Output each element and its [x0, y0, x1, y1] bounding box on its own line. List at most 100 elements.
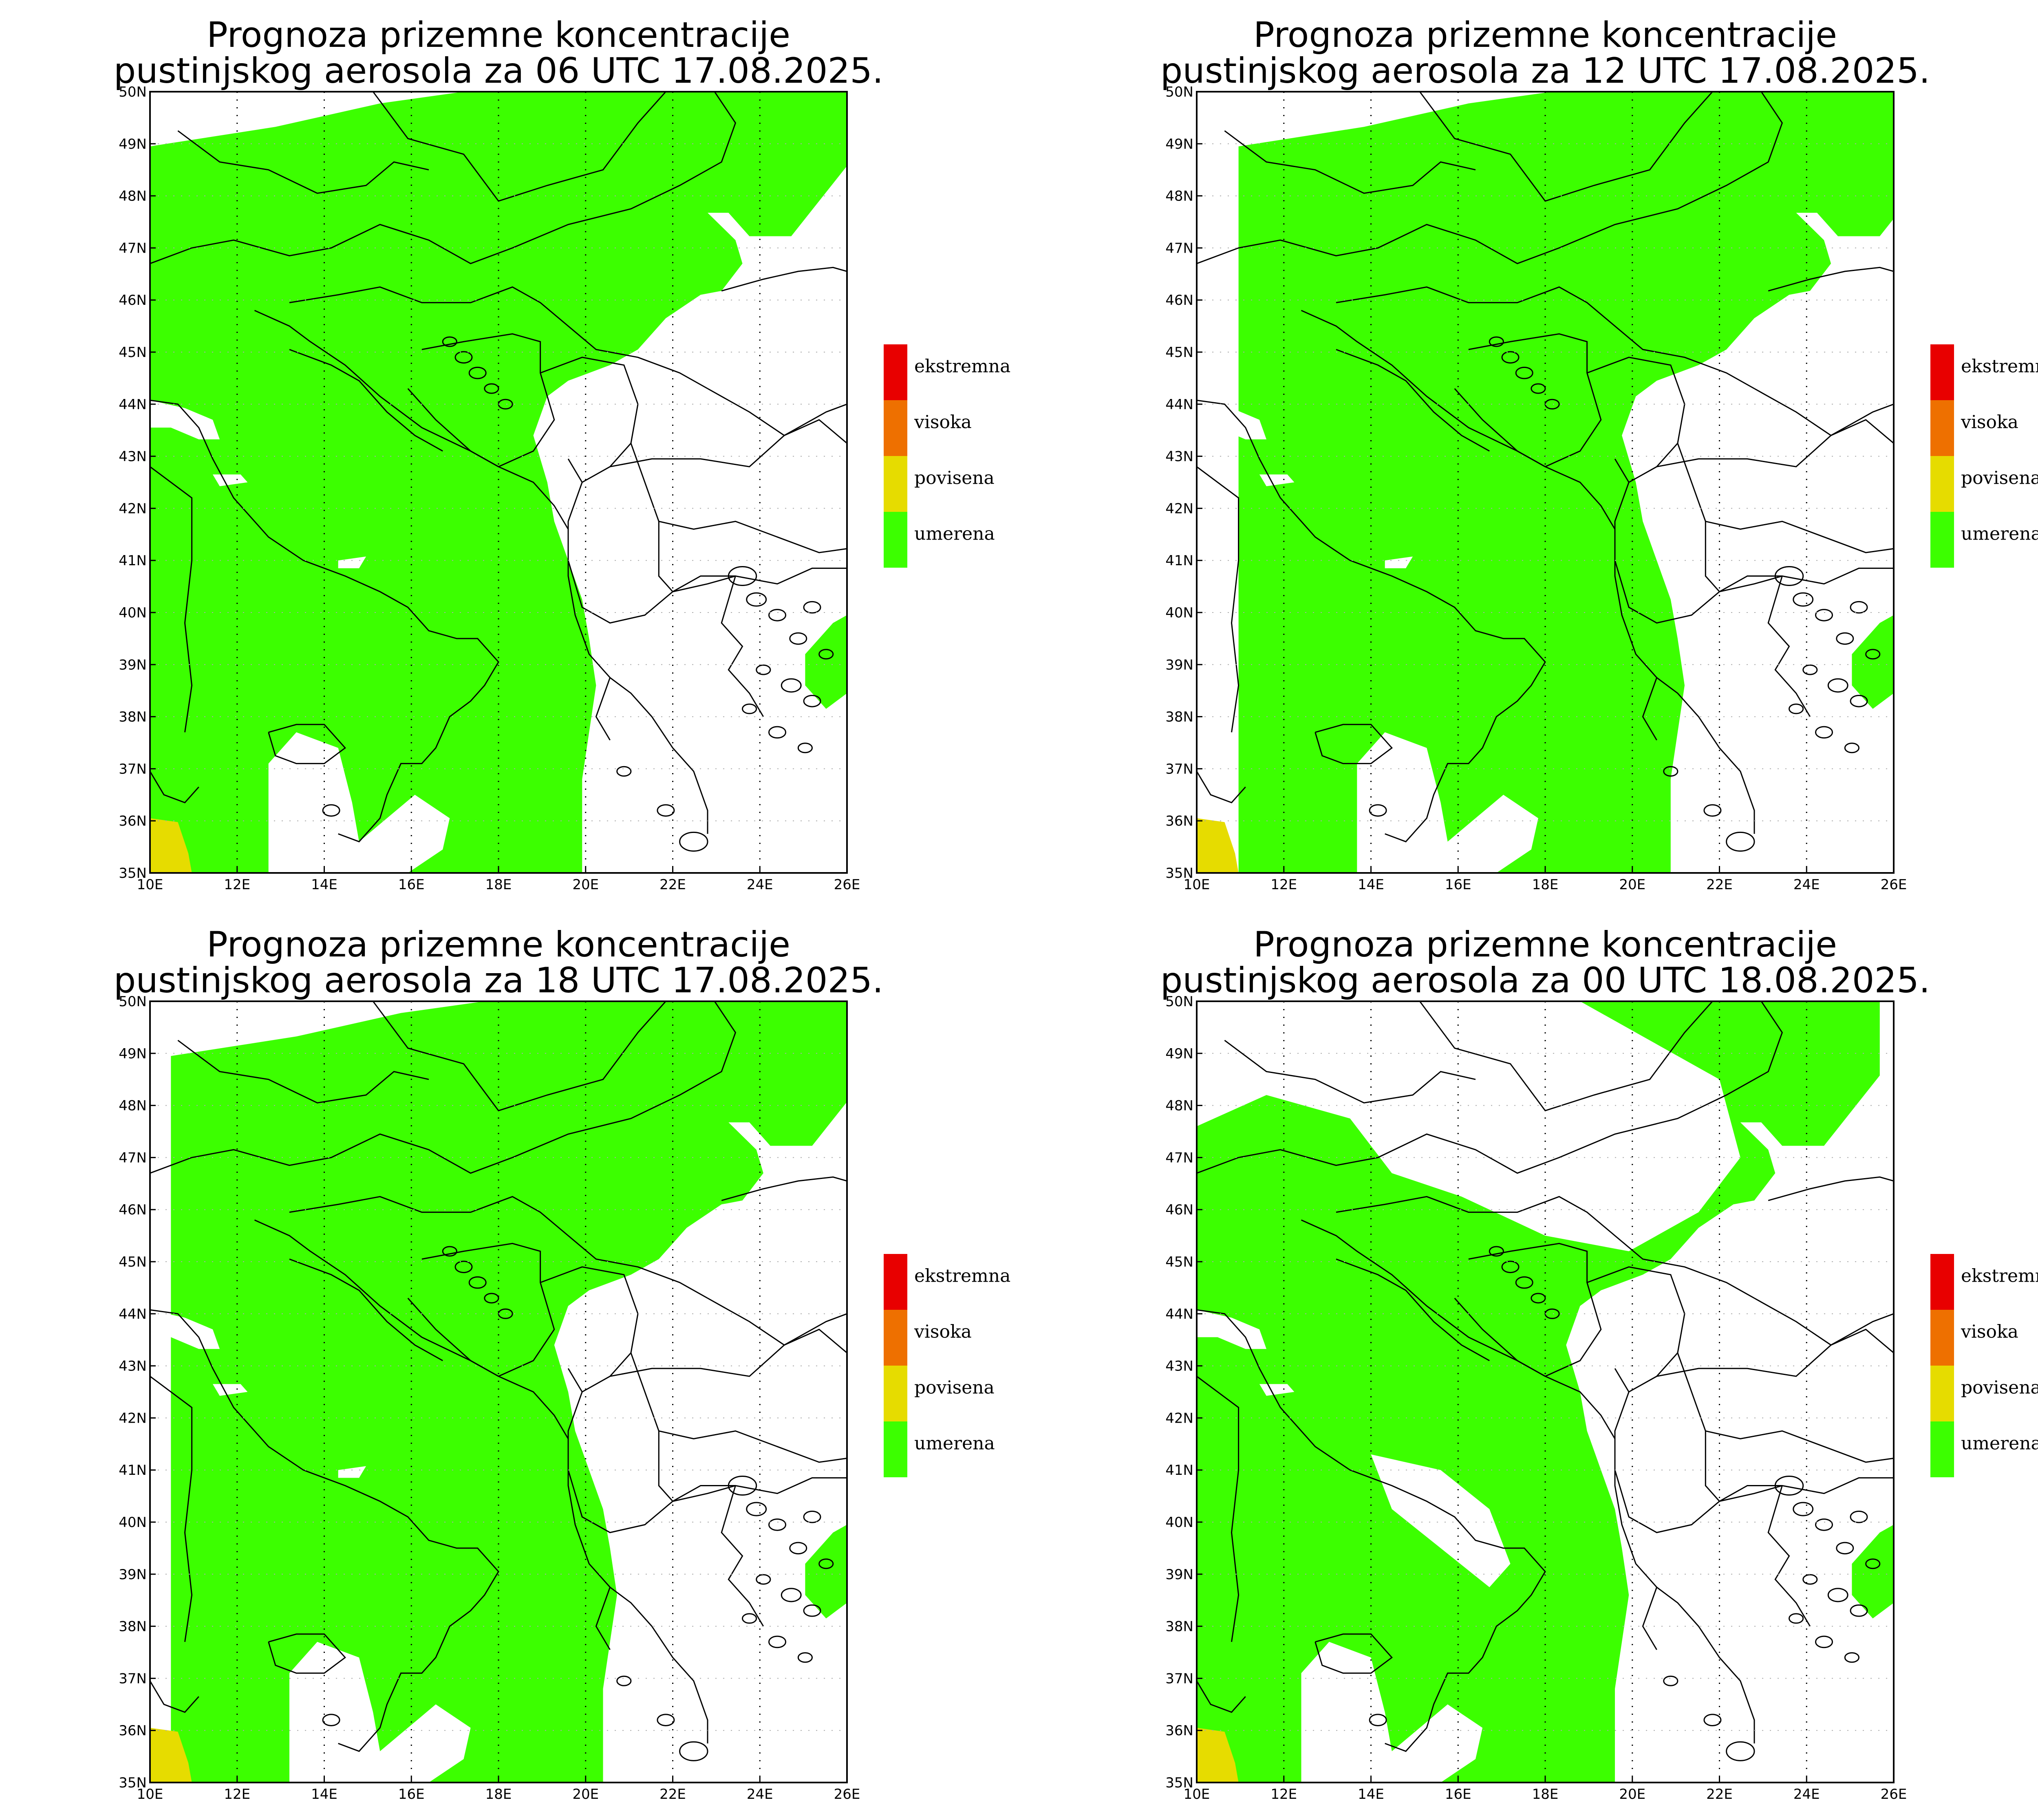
legend-label: ekstremna [1961, 1266, 2038, 1287]
lat-tick-label: 40N [119, 1514, 147, 1531]
island-outline [1663, 766, 1678, 777]
island-outline [1802, 664, 1818, 675]
lat-tick-label: 50N [1165, 84, 1193, 100]
island-outline [1815, 1635, 1833, 1648]
legend-label: povisena [914, 1377, 995, 1398]
island-outline [1844, 1652, 1859, 1663]
island-outline [1726, 831, 1755, 852]
island-outline [1850, 1604, 1868, 1617]
map-area [150, 1001, 847, 1783]
legend: ekstremna visoka povisena umerena [884, 1254, 1010, 1477]
lat-tick-label: 36N [119, 1723, 147, 1739]
lat-tick-label: 48N [1165, 188, 1193, 205]
lat-tick-label: 41N [1165, 1462, 1193, 1478]
lat-tick-label: 42N [119, 500, 147, 517]
lat-tick-label: 47N [119, 240, 147, 256]
island-outline [1515, 1276, 1533, 1289]
island-outline [1802, 1574, 1818, 1585]
legend-swatch-visoka [884, 400, 907, 456]
lat-tick-label: 35N [119, 1775, 147, 1791]
lat-tick-label: 48N [119, 1098, 147, 1114]
lat-tick-label: 47N [119, 1150, 147, 1166]
lon-tick-label: 10E [1184, 1786, 1210, 1802]
island-outline [657, 804, 675, 817]
country-border [1656, 403, 1894, 467]
clear-area [1259, 1384, 1295, 1396]
country-border [1336, 286, 1755, 389]
lat-tick-label: 46N [119, 1202, 147, 1218]
legend-swatch-umerena [884, 1421, 907, 1477]
lat-tick-label: 49N [1165, 136, 1193, 152]
lat-tick-label: 37N [119, 761, 147, 777]
aerosol-area-povisena [150, 1727, 192, 1783]
coastline [289, 1258, 443, 1362]
lon-tick-label: 12E [1270, 1786, 1297, 1802]
clear-area [1197, 1310, 1266, 1349]
coastline [150, 466, 193, 733]
legend-swatch-povisena [1930, 1366, 1954, 1421]
legend-swatch-ekstremna [1930, 344, 1954, 400]
legend-label: ekstremna [914, 1266, 1010, 1287]
clear-area [212, 474, 248, 487]
lat-tick-label: 35N [1165, 1775, 1193, 1791]
island-outline [1501, 1260, 1520, 1274]
lat-tick-label: 42N [119, 1410, 147, 1426]
island-outline [768, 609, 787, 621]
country-border [540, 1266, 639, 1393]
lat-tick-label: 38N [1165, 709, 1193, 725]
country-border [1614, 1391, 1720, 1534]
aerosol-area-umerena [1852, 615, 1894, 709]
island-outline [657, 1714, 675, 1726]
lat-tick-label: 45N [119, 1254, 147, 1270]
country-border [289, 286, 708, 389]
island-outline [1789, 1613, 1804, 1624]
lon-tick-label: 16E [1445, 877, 1471, 893]
coastline [1315, 724, 1393, 765]
aerosol-area-umerena [171, 1001, 847, 1783]
island-outline [1865, 1558, 1881, 1569]
island-outline [789, 632, 807, 645]
island-outline [1815, 726, 1833, 739]
island-outline [1703, 1714, 1722, 1726]
country-border [372, 92, 666, 202]
legend-label: visoka [914, 1322, 972, 1342]
lon-tick-label: 14E [311, 1786, 337, 1802]
lon-tick-label: 24E [747, 877, 773, 893]
island-outline [468, 366, 487, 379]
clear-area [338, 1466, 366, 1478]
legend-swatch-visoka [884, 1310, 907, 1366]
coastline [1719, 1477, 1894, 1502]
lon-tick-label: 22E [659, 877, 686, 893]
island-outline [1850, 1510, 1868, 1523]
lon-tick-label: 12E [224, 1786, 250, 1802]
legend-swatch-povisena [884, 456, 907, 512]
coastline [1197, 771, 1246, 804]
panel-title-line2: pustinjskog aerosola za 12 UTC 17.08.202… [1160, 51, 1930, 91]
lon-tick-label: 18E [1532, 877, 1559, 893]
country-border [721, 267, 847, 292]
lat-tick-label: 44N [119, 397, 147, 413]
lat-tick-label: 50N [119, 994, 147, 1010]
country-border [707, 388, 847, 444]
island-outline [756, 664, 771, 675]
lat-tick-label: 40N [1165, 1514, 1193, 1531]
country-border [721, 1176, 847, 1201]
clear-area [1371, 1454, 1511, 1587]
lat-tick-label: 48N [119, 188, 147, 205]
lat-tick-label: 46N [119, 292, 147, 308]
island-outline [1501, 351, 1520, 364]
island-outline [679, 831, 708, 852]
island-outline [1815, 609, 1833, 621]
coastline [1336, 349, 1490, 452]
island-outline [442, 336, 457, 347]
island-outline [484, 1293, 499, 1304]
coastline [1767, 1485, 1811, 1627]
lat-tick-label: 39N [119, 657, 147, 673]
island-outline [1663, 1675, 1678, 1686]
panel-title-line2: pustinjskog aerosola za 00 UTC 18.08.202… [1160, 960, 1930, 1001]
lon-tick-label: 10E [137, 1786, 163, 1802]
country-border [1454, 1243, 1602, 1377]
aerosol-area-umerena [805, 1525, 847, 1619]
island-outline [468, 1276, 487, 1289]
